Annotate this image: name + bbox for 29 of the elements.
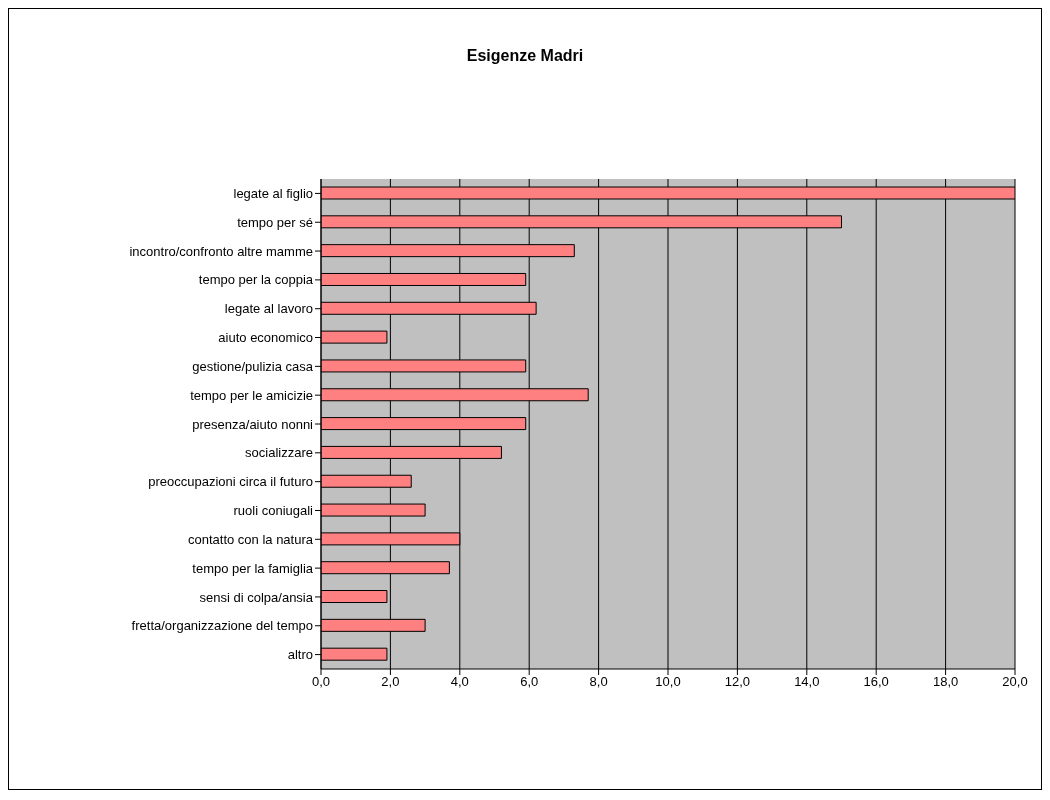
y-tick-label: sensi di colpa/ansia (199, 589, 314, 605)
chart-title: Esigenze Madri (465, 47, 585, 65)
x-tick-label: 12,0 (724, 674, 751, 690)
x-tick-label: 18,0 (932, 674, 959, 690)
y-tick-label: legate al figlio (233, 186, 313, 202)
y-tick-label: aiuto economico (218, 330, 313, 346)
x-tick-label: 4,0 (450, 674, 469, 690)
y-tick-label: incontro/confronto altre mamme (129, 243, 313, 259)
y-tick-label: gestione/pulizia casa (192, 358, 314, 374)
y-tick-label: presenza/aiuto nonni (192, 416, 314, 432)
y-tick-label: tempo per sé (237, 214, 313, 230)
x-tick-label: 2,0 (381, 674, 400, 690)
y-tick-label: legate al lavoro (224, 301, 313, 317)
x-tick-label: 10,0 (655, 674, 681, 690)
x-tick-label: 0,0 (311, 674, 331, 690)
y-tick-label: socializzare (245, 445, 313, 461)
x-tick-label: 20,0 (1002, 674, 1028, 690)
y-tick-label: fretta/organizzazione del tempo (131, 618, 313, 634)
x-tick-label: 16,0 (863, 674, 889, 690)
y-tick-label: preoccupazioni circa il futuro (148, 474, 313, 490)
x-tick-label: 8,0 (589, 674, 608, 690)
y-tick-label: tempo per la famiglia (192, 560, 314, 576)
x-tick-label: 6,0 (520, 674, 539, 690)
y-tick-label: ruoli coniugali (233, 503, 314, 519)
x-tick-label: 14,0 (794, 674, 820, 690)
y-tick-label: tempo per la coppia (198, 272, 314, 288)
y-tick-label: tempo per le amicizie (190, 387, 313, 403)
y-tick-label: altro (287, 647, 313, 663)
y-tick-label: contatto con la natura (187, 531, 314, 547)
